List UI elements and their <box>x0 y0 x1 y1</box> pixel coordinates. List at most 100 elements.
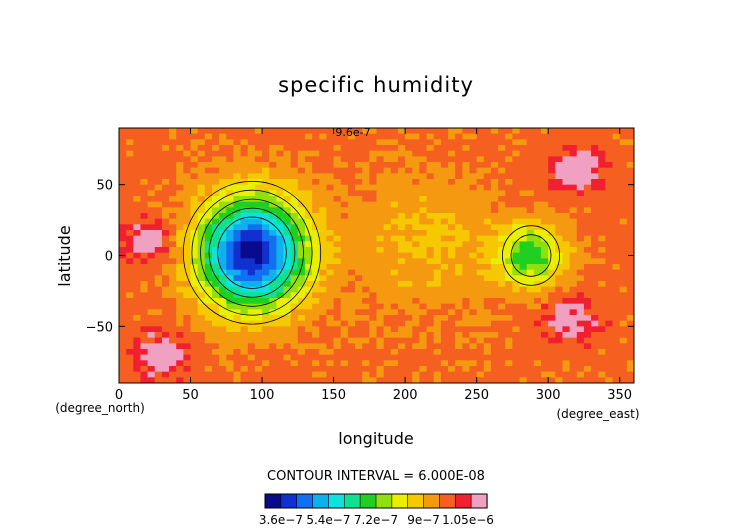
field-cell <box>183 150 192 157</box>
field-cell <box>591 196 599 203</box>
field-cell <box>505 184 513 191</box>
field-cell <box>126 190 134 197</box>
field-cell <box>498 377 506 383</box>
contour-line <box>208 207 296 298</box>
field-cell <box>462 235 471 242</box>
field-cell <box>362 128 370 135</box>
field-cell <box>326 247 335 254</box>
field-cell <box>519 292 528 299</box>
field-cell <box>197 218 206 225</box>
field-cell <box>119 258 127 265</box>
field-cell <box>319 207 328 214</box>
field-cell <box>355 315 363 322</box>
field-cell <box>433 258 442 265</box>
field-cell <box>347 241 356 248</box>
field-cell <box>462 332 471 339</box>
field-cell <box>312 173 320 180</box>
field-cell <box>562 315 571 322</box>
field-cell <box>176 303 184 310</box>
field-cell <box>319 303 328 310</box>
field-cell <box>240 269 249 276</box>
field-cell <box>483 303 492 310</box>
field-cell <box>533 241 542 248</box>
field-cell <box>183 247 192 254</box>
field-cell <box>476 128 485 135</box>
field-cell <box>440 354 449 361</box>
field-cell <box>304 173 313 180</box>
field-cell <box>591 173 599 180</box>
field-cell <box>512 309 521 316</box>
field-cell <box>598 332 606 339</box>
field-cell <box>619 196 628 203</box>
field-cell <box>154 349 163 356</box>
field-cell <box>204 196 213 203</box>
field-cell <box>426 264 435 271</box>
field-cell <box>197 235 206 242</box>
field-cell <box>526 337 535 344</box>
field-cell <box>133 145 142 152</box>
field-cell <box>211 196 220 203</box>
field-cell <box>512 326 521 333</box>
field-cell <box>598 371 606 378</box>
field-cell <box>204 286 213 293</box>
field-cell <box>426 258 435 265</box>
field-cell <box>326 298 335 305</box>
field-cell <box>583 269 592 276</box>
field-cell <box>169 377 177 383</box>
field-cell <box>505 235 513 242</box>
field-cell <box>369 179 378 186</box>
field-cell <box>583 224 592 231</box>
field-cell <box>469 360 478 367</box>
field-cell <box>183 298 192 305</box>
field-cell <box>340 252 349 259</box>
field-cell <box>169 303 177 310</box>
field-cell <box>462 275 471 282</box>
field-cell <box>512 213 521 220</box>
field-cell <box>154 207 163 214</box>
field-cell <box>412 309 421 316</box>
field-cell <box>283 179 292 186</box>
field-cell <box>448 173 456 180</box>
field-cell <box>526 286 535 293</box>
field-cell <box>397 286 406 293</box>
field-cell <box>541 207 549 214</box>
field-cell <box>598 326 606 333</box>
field-cell <box>176 258 184 265</box>
field-cell <box>254 218 263 225</box>
field-cell <box>340 190 349 197</box>
field-cell <box>126 303 134 310</box>
field-cell <box>333 213 342 220</box>
field-cell <box>119 281 127 288</box>
field-cell <box>555 133 564 140</box>
field-cell <box>126 241 134 248</box>
field-cell <box>369 173 378 180</box>
field-cell <box>576 179 585 186</box>
field-cell <box>476 224 485 231</box>
field-cell <box>376 207 385 214</box>
field-cell <box>254 258 263 265</box>
field-cell <box>247 303 256 310</box>
field-cell <box>598 252 606 259</box>
field-cell <box>247 292 256 299</box>
field-cell <box>548 173 556 180</box>
field-cell <box>397 354 406 361</box>
field-cell <box>247 269 256 276</box>
field-cell <box>412 241 421 248</box>
field-cell <box>448 315 456 322</box>
field-cell <box>197 184 206 191</box>
field-cell <box>591 303 599 310</box>
field-cell <box>347 190 356 197</box>
field-cell <box>569 241 578 248</box>
field-cell <box>519 145 528 152</box>
field-cell <box>154 190 163 197</box>
field-cell <box>161 139 170 146</box>
field-cell <box>576 128 585 135</box>
field-cell <box>433 247 442 254</box>
field-cell <box>440 366 449 373</box>
field-cell <box>519 207 528 214</box>
field-cell <box>276 264 285 271</box>
field-cell <box>490 343 499 350</box>
field-cell <box>576 269 585 276</box>
field-cell <box>469 286 478 293</box>
field-cell <box>412 303 421 310</box>
